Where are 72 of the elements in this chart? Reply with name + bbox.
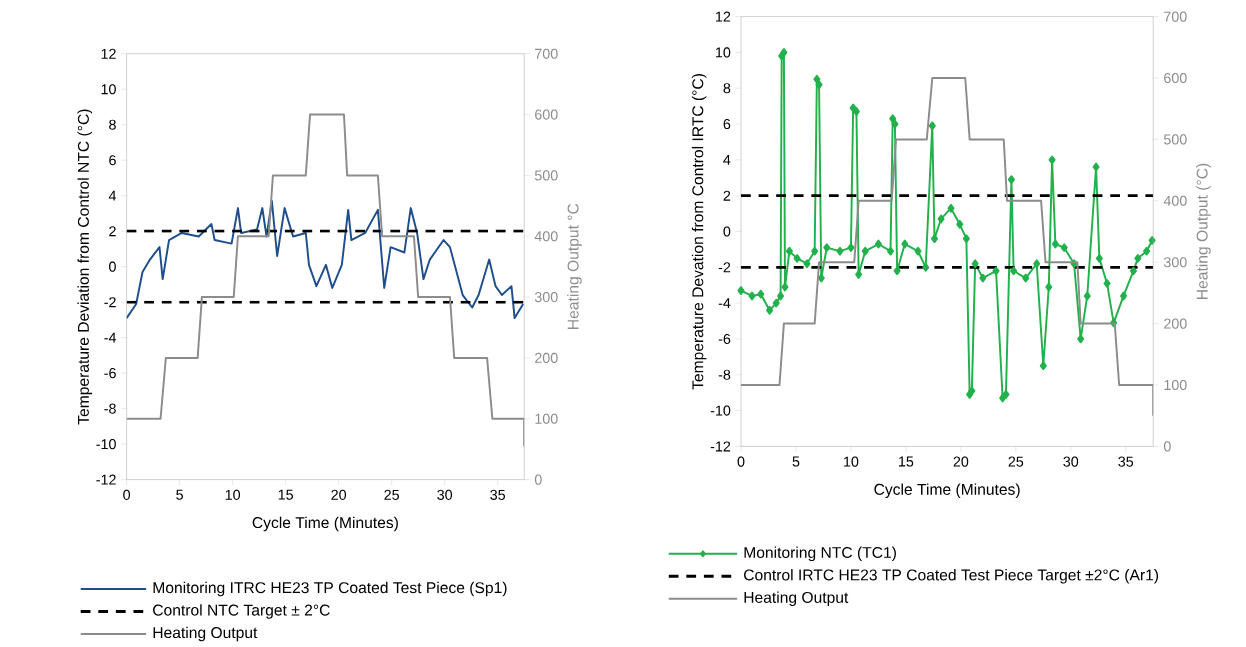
y2-axis-title: Heating Output (°C) <box>1196 163 1211 300</box>
x-tick-label: 20 <box>953 456 969 467</box>
y2-tick-label: 700 <box>1164 11 1187 22</box>
y2-tick-label: 200 <box>535 353 558 364</box>
x-tick-label: 30 <box>437 489 453 501</box>
y-tick-label: 4 <box>723 155 731 165</box>
y-tick-label: 6 <box>109 155 116 166</box>
y-tick-label: 10 <box>101 84 116 95</box>
x-tick-label: 30 <box>1063 456 1079 467</box>
y-tick-label: -2 <box>104 297 116 308</box>
y2-tick-label: 600 <box>535 109 558 120</box>
y2-tick-label: 400 <box>534 231 558 242</box>
y-tick-label: -12 <box>96 474 116 485</box>
x-tick-label: 0 <box>737 456 745 467</box>
y-tick-label: -4 <box>718 298 731 309</box>
y-tick-label: -2 <box>718 262 731 273</box>
x-tick-label: 25 <box>384 489 400 501</box>
x-tick-label: 35 <box>1118 456 1134 467</box>
y-tick-label: -10 <box>96 439 116 450</box>
y-tick-label: 8 <box>723 83 731 94</box>
legend-label: Monitoring ITRC HE23 TP Coated Test Piece (Sp1) <box>153 581 507 597</box>
y2-axis-title: Heating Output °C <box>567 203 582 330</box>
x-tick-label: 35 <box>490 489 506 501</box>
y-tick-label: -10 <box>710 405 731 416</box>
x-tick-label: 0 <box>123 489 131 501</box>
y-tick-label: 0 <box>109 261 116 272</box>
x-tick-label: 20 <box>331 489 347 501</box>
y-tick-label: -4 <box>104 332 117 343</box>
line-series <box>126 113 525 448</box>
y-tick-label: -6 <box>718 334 731 345</box>
y2-tick-label: 100 <box>1164 380 1187 391</box>
x-tick-label: 5 <box>176 489 183 500</box>
y-tick-label: 12 <box>101 48 116 59</box>
y-tick-label: -8 <box>718 369 731 381</box>
x-tick-label: 15 <box>278 489 293 500</box>
y-axis-title: Temperature Deviation from Control NTC (°C) <box>77 109 93 425</box>
y-tick-label: -6 <box>104 368 116 379</box>
y2-tick-label: 400 <box>1163 195 1187 207</box>
x-axis-title: Cycle Time (Minutes) <box>252 516 398 532</box>
x-tick-label: 15 <box>899 456 914 467</box>
legend-label: Control IRTC HE23 TP Coated Test Piece Target ±2°C (Ar1) <box>744 569 1159 584</box>
y-tick-label: 8 <box>109 119 116 130</box>
legend-label: Heating Output <box>153 626 258 642</box>
y2-tick-label: 0 <box>1163 441 1171 452</box>
x-tick-label: 5 <box>792 456 800 467</box>
y2-tick-label: 600 <box>1164 73 1187 84</box>
y2-tick-label: 200 <box>1164 318 1187 329</box>
y-tick-label: 6 <box>723 119 731 130</box>
y-axis-title: Temperature Devation from Control IRTC (°C) <box>691 74 707 390</box>
y2-tick-label: 300 <box>1163 257 1187 268</box>
y-tick-label: -12 <box>710 441 731 452</box>
x-tick-label: 25 <box>1008 456 1024 467</box>
y-tick-label: 0 <box>723 226 731 237</box>
legend-label: Monitoring NTC (TC1) <box>744 546 896 562</box>
y2-tick-label: 700 <box>535 48 558 59</box>
y2-tick-label: 500 <box>1163 134 1187 145</box>
y2-tick-label: 300 <box>534 292 558 303</box>
y-tick-label: 10 <box>716 47 731 58</box>
y-tick-label: 12 <box>716 11 731 22</box>
y-tick-label: 2 <box>723 190 731 201</box>
line-series <box>126 200 525 320</box>
y2-tick-label: 100 <box>535 413 558 425</box>
y2-tick-label: 500 <box>534 170 558 181</box>
x-tick-label: 10 <box>844 456 859 467</box>
y-tick-label: -8 <box>104 403 116 414</box>
legend-label: Control NTC Target ± 2°C <box>153 604 330 619</box>
y-tick-label: 4 <box>108 190 117 201</box>
x-tick-label: 10 <box>225 489 241 501</box>
legend-label: Heating Output <box>744 591 849 607</box>
y-tick-label: 2 <box>109 226 116 237</box>
y2-tick-label: 0 <box>534 474 542 485</box>
x-axis-title: Cycle Time (Minutes) <box>874 483 1020 499</box>
